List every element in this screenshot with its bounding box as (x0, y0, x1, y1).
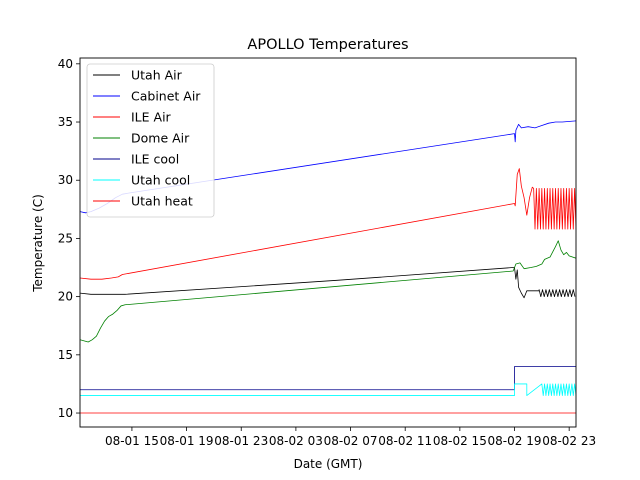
y-tick-label: 35 (58, 115, 73, 129)
x-tick-label: 08-02 11 (378, 434, 432, 448)
y-tick-label: 30 (58, 173, 73, 187)
x-tick-label: 08-02 07 (324, 434, 378, 448)
legend-label-dome-air: Dome Air (131, 131, 190, 146)
y-axis-label: Temperature (C) (31, 194, 45, 293)
legend-label-ile-cool: ILE cool (131, 152, 179, 167)
series-line-dome-air (80, 240, 576, 343)
x-tick-label: 08-01 19 (160, 434, 214, 448)
y-tick-label: 40 (58, 57, 73, 71)
x-tick-label: 08-02 03 (269, 434, 323, 448)
x-tick-label: 08-02 15 (433, 434, 487, 448)
legend-label-ile-air: ILE Air (131, 110, 172, 125)
legend-frame (86, 63, 215, 218)
chart-title: APOLLO Temperatures (247, 37, 408, 53)
x-tick-label: 08-02 19 (488, 434, 542, 448)
plot-frame (79, 57, 577, 428)
x-tick-label: 08-01 15 (105, 434, 159, 448)
series-line-ile-air (80, 168, 576, 280)
series-layer (80, 120, 576, 414)
x-tick-label: 08-01 23 (214, 434, 268, 448)
y-tick-label: 25 (58, 231, 73, 245)
legend-label-utah-air: Utah Air (131, 68, 183, 83)
y-tick-label: 10 (58, 406, 73, 420)
x-tick-label: 08-02 23 (542, 434, 596, 448)
y-tick-label: 15 (58, 348, 73, 362)
series-line-utah-cool (80, 383, 576, 396)
y-tick-label: 20 (58, 290, 73, 304)
legend-label-utah-heat: Utah heat (131, 194, 193, 209)
legend: Utah Air Cabinet Air ILE Air Dome Air ILE co… (86, 63, 215, 218)
legend-label-utah-cool: Utah cool (131, 173, 190, 188)
series-line-ile-cool (80, 366, 576, 391)
x-axis-label: Date (GMT) (294, 457, 363, 471)
series-line-utah-air (80, 267, 576, 299)
legend-label-cabinet-air: Cabinet Air (131, 89, 201, 104)
